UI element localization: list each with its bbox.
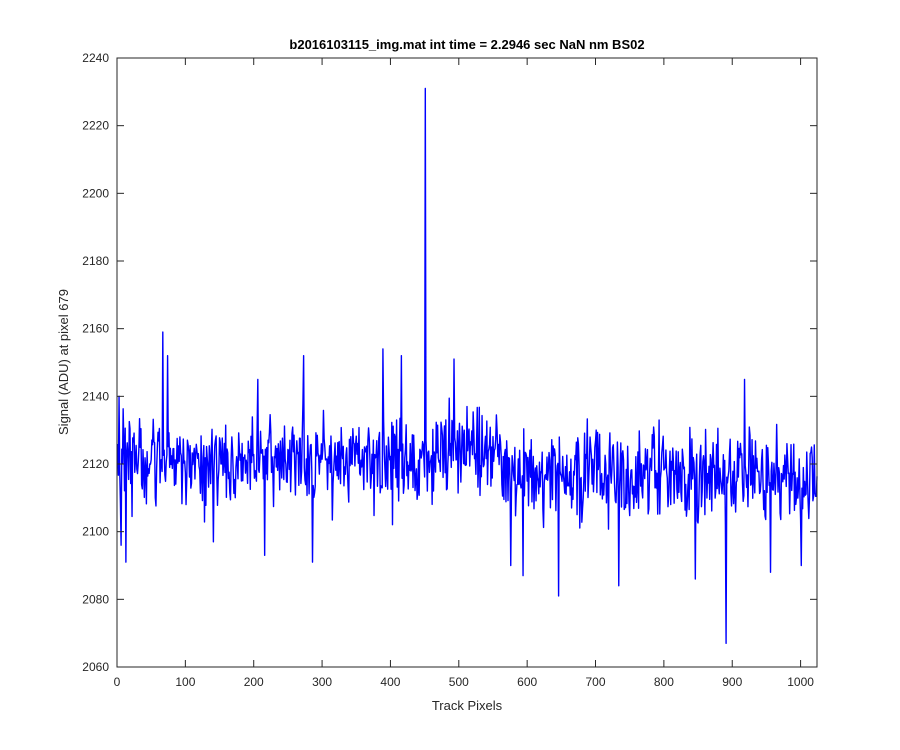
y-tick-label: 2200 bbox=[82, 186, 109, 200]
y-tick-label: 2060 bbox=[82, 660, 109, 674]
tick-layer: 0 100 200 300 400 500 600 700 800 900 1000 2060 2080… bbox=[82, 51, 817, 689]
x-tick-label: 900 bbox=[722, 675, 742, 689]
x-tick-label: 500 bbox=[449, 675, 469, 689]
plot-area bbox=[117, 58, 817, 667]
y-tick-label: 2180 bbox=[82, 254, 109, 268]
y-tick-label: 2100 bbox=[82, 525, 109, 539]
y-tick-label: 2120 bbox=[82, 457, 109, 471]
x-tick-label: 300 bbox=[312, 675, 332, 689]
x-axis-label: Track Pixels bbox=[432, 698, 503, 713]
y-tick-label: 2160 bbox=[82, 322, 109, 336]
y-tick-label: 2240 bbox=[82, 51, 109, 65]
series-layer bbox=[116, 87, 818, 645]
x-tick-label: 800 bbox=[654, 675, 674, 689]
plot-frame bbox=[116, 57, 818, 668]
x-tick-label: 700 bbox=[586, 675, 606, 689]
x-tick-label: 100 bbox=[175, 675, 195, 689]
series-line bbox=[116, 87, 818, 645]
chart-title: b2016103115_img.mat int time = 2.2946 se… bbox=[289, 37, 644, 52]
x-tick-label: 600 bbox=[517, 675, 537, 689]
x-tick-label: 200 bbox=[244, 675, 264, 689]
x-tick-label: 1000 bbox=[787, 675, 814, 689]
x-tick-label: 0 bbox=[114, 675, 121, 689]
y-tick-label: 2220 bbox=[82, 119, 109, 133]
y-tick-label: 2140 bbox=[82, 389, 109, 403]
y-axis-label: Signal (ADU) at pixel 679 bbox=[56, 289, 71, 435]
x-tick-label: 400 bbox=[380, 675, 400, 689]
y-tick-label: 2080 bbox=[82, 592, 109, 606]
